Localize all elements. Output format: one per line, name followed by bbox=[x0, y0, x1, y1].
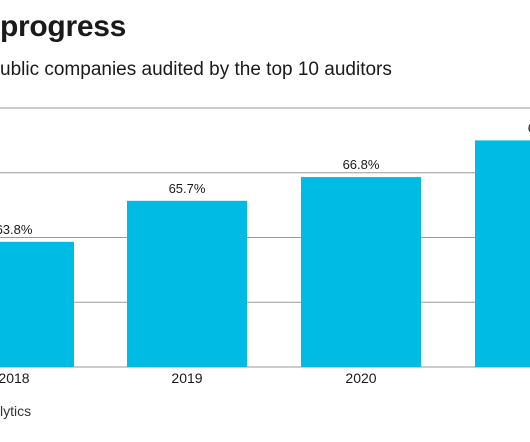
bar-2020 bbox=[301, 177, 421, 367]
bar-2018 bbox=[0, 241, 74, 367]
data-label-2018: 63.8% bbox=[0, 222, 33, 237]
x-tick-label-2019: 2019 bbox=[171, 370, 202, 386]
data-label-2019: 65.7% bbox=[169, 181, 206, 196]
chart-title: progress bbox=[0, 10, 126, 43]
chart-source-note: lytics bbox=[0, 403, 32, 419]
chart-subtitle: ublic companies audited by the top 10 au… bbox=[0, 59, 392, 80]
bar-2019 bbox=[127, 200, 247, 367]
data-label-2020: 66.8% bbox=[343, 157, 380, 172]
x-tick-label-2018: 2018 bbox=[0, 370, 30, 386]
bar-2 bbox=[475, 140, 530, 367]
x-tick-label-2020: 2020 bbox=[345, 370, 376, 386]
data-label-2: 68 bbox=[528, 120, 530, 135]
